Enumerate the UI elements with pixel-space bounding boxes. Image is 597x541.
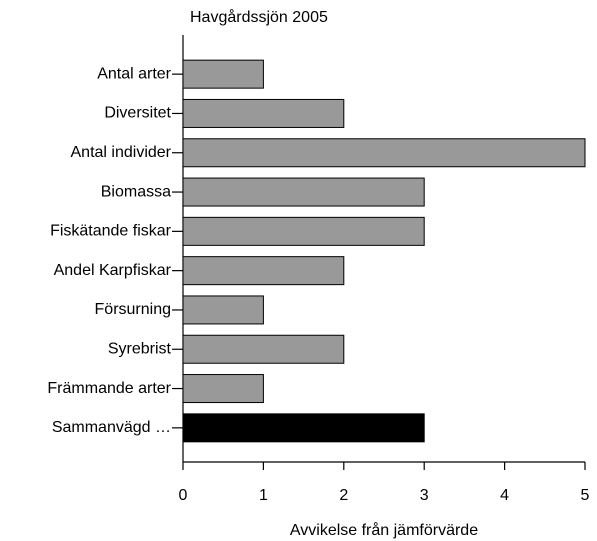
y-tick-label: Främmande arter [47, 380, 171, 397]
y-tick-label: Fiskätande fiskar [50, 223, 172, 240]
x-tick-label: 2 [339, 487, 348, 504]
x-tick-label: 4 [500, 487, 509, 504]
x-axis-label: Avvikelse från jämförvärde [290, 521, 478, 539]
y-tick-label: Försurning [95, 301, 171, 318]
y-tick-label: Syrebrist [108, 340, 172, 357]
bar [182, 216, 425, 246]
y-tick-label: Sammanvägd … [52, 419, 171, 436]
y-tick-label: Diversitet [104, 105, 171, 122]
x-tick-label: 1 [259, 487, 268, 504]
bar [182, 98, 345, 128]
bar [182, 59, 264, 89]
bar [182, 138, 586, 168]
y-tick-label: Biomassa [101, 183, 171, 200]
chart-title: Havgårdssjön 2005 [190, 8, 328, 26]
x-tick-label: 0 [179, 487, 188, 504]
bar [182, 256, 345, 286]
y-tick-label: Antal arter [97, 65, 171, 82]
y-tick-label: Andel Karpfiskar [54, 262, 172, 279]
bar [182, 413, 425, 443]
bar [182, 295, 264, 325]
bar [182, 334, 345, 364]
bar [182, 177, 425, 207]
y-tick-label: Antal individer [71, 144, 172, 161]
bar [182, 374, 264, 404]
x-tick-label: 5 [581, 487, 590, 504]
x-tick-label: 3 [420, 487, 429, 504]
